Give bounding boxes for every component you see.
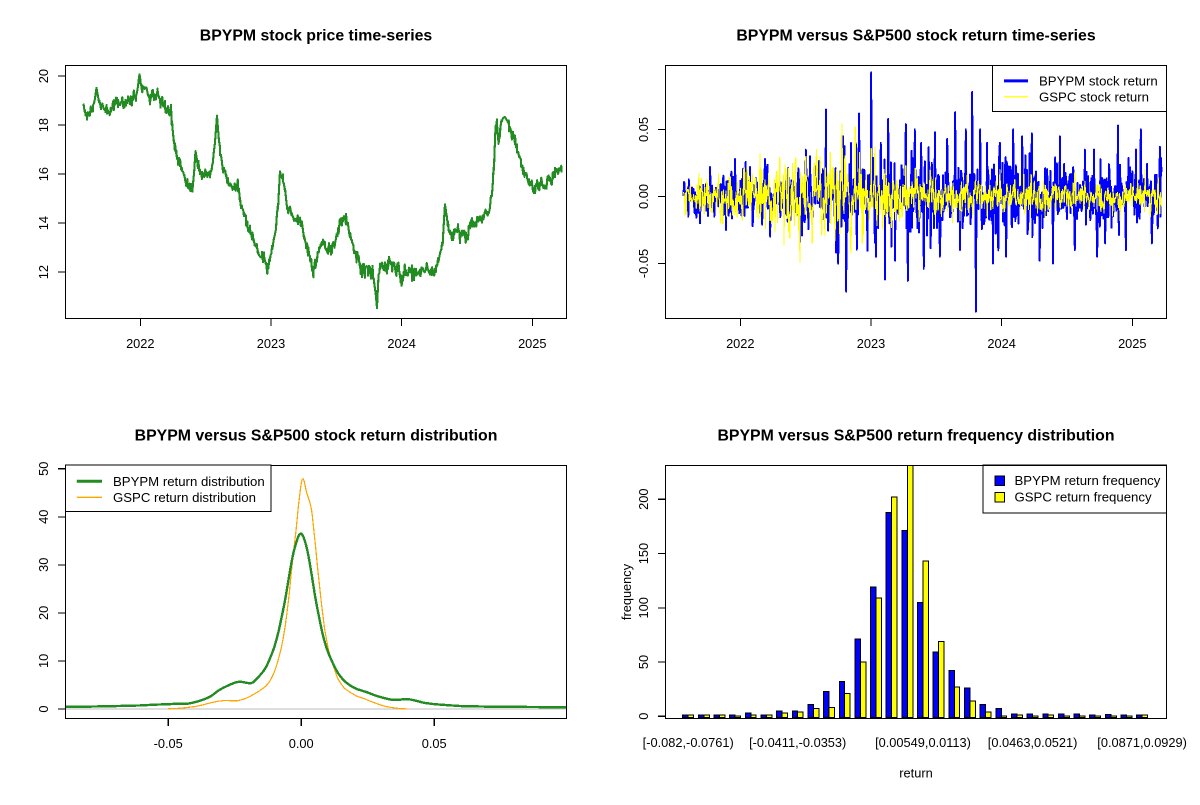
- svg-text:GSPC return frequency: GSPC return frequency: [1015, 490, 1152, 505]
- svg-text:BPYPM versus S&P500 stock retu: BPYPM versus S&P500 stock return time-se…: [736, 28, 1095, 45]
- svg-text:2025: 2025: [518, 336, 546, 351]
- svg-text:GSPC stock return: GSPC stock return: [1039, 90, 1149, 105]
- svg-text:0.05: 0.05: [636, 117, 651, 142]
- svg-text:BPYPM stock return: BPYPM stock return: [1039, 74, 1158, 89]
- svg-text:[-0.0411,-0.0353): [-0.0411,-0.0353): [749, 735, 846, 750]
- svg-text:16: 16: [36, 167, 51, 181]
- svg-text:12: 12: [36, 265, 51, 279]
- svg-text:0.00: 0.00: [289, 736, 314, 751]
- svg-text:0.05: 0.05: [422, 736, 447, 751]
- svg-text:2025: 2025: [1118, 336, 1146, 351]
- svg-text:GSPC return distribution: GSPC return distribution: [113, 490, 256, 505]
- svg-text:[0.0871,0.0929): [0.0871,0.0929): [1097, 735, 1187, 750]
- svg-text:BPYPM return distribution: BPYPM return distribution: [113, 474, 265, 489]
- svg-text:BPYPM return frequency: BPYPM return frequency: [1015, 473, 1161, 488]
- svg-text:2022: 2022: [126, 336, 154, 351]
- svg-text:0: 0: [36, 705, 51, 712]
- svg-text:40: 40: [36, 510, 51, 524]
- svg-text:2024: 2024: [987, 336, 1015, 351]
- svg-text:50: 50: [636, 655, 651, 669]
- svg-text:2024: 2024: [387, 336, 415, 351]
- svg-text:return: return: [899, 766, 932, 781]
- svg-text:20: 20: [36, 606, 51, 620]
- svg-text:18: 18: [36, 118, 51, 132]
- svg-text:20: 20: [36, 69, 51, 83]
- svg-text:2023: 2023: [257, 336, 285, 351]
- svg-text:150: 150: [636, 543, 651, 564]
- svg-text:14: 14: [36, 216, 51, 230]
- svg-text:0: 0: [636, 713, 651, 720]
- svg-text:BPYPM versus S&P500 stock retu: BPYPM versus S&P500 stock return distrib…: [135, 428, 498, 445]
- svg-text:30: 30: [36, 558, 51, 572]
- svg-text:BPYPM versus S&P500 return fre: BPYPM versus S&P500 return frequency dis…: [717, 428, 1114, 445]
- svg-text:-0.05: -0.05: [154, 736, 183, 751]
- svg-text:BPYPM stock price time-series: BPYPM stock price time-series: [200, 28, 433, 45]
- svg-text:[0.00549,0.0113): [0.00549,0.0113): [875, 735, 971, 750]
- svg-text:-0.05: -0.05: [636, 249, 651, 278]
- svg-text:10: 10: [36, 654, 51, 668]
- svg-text:50: 50: [36, 462, 51, 476]
- svg-text:2022: 2022: [726, 336, 754, 351]
- svg-text:100: 100: [636, 597, 651, 618]
- svg-text:[0.0463,0.0521): [0.0463,0.0521): [988, 735, 1078, 750]
- svg-text:2023: 2023: [857, 336, 885, 351]
- svg-text:0.00: 0.00: [636, 184, 651, 209]
- svg-text:200: 200: [636, 489, 651, 510]
- svg-text:[-0.082,-0.0761): [-0.082,-0.0761): [643, 735, 734, 750]
- svg-text:frequency: frequency: [619, 563, 634, 620]
